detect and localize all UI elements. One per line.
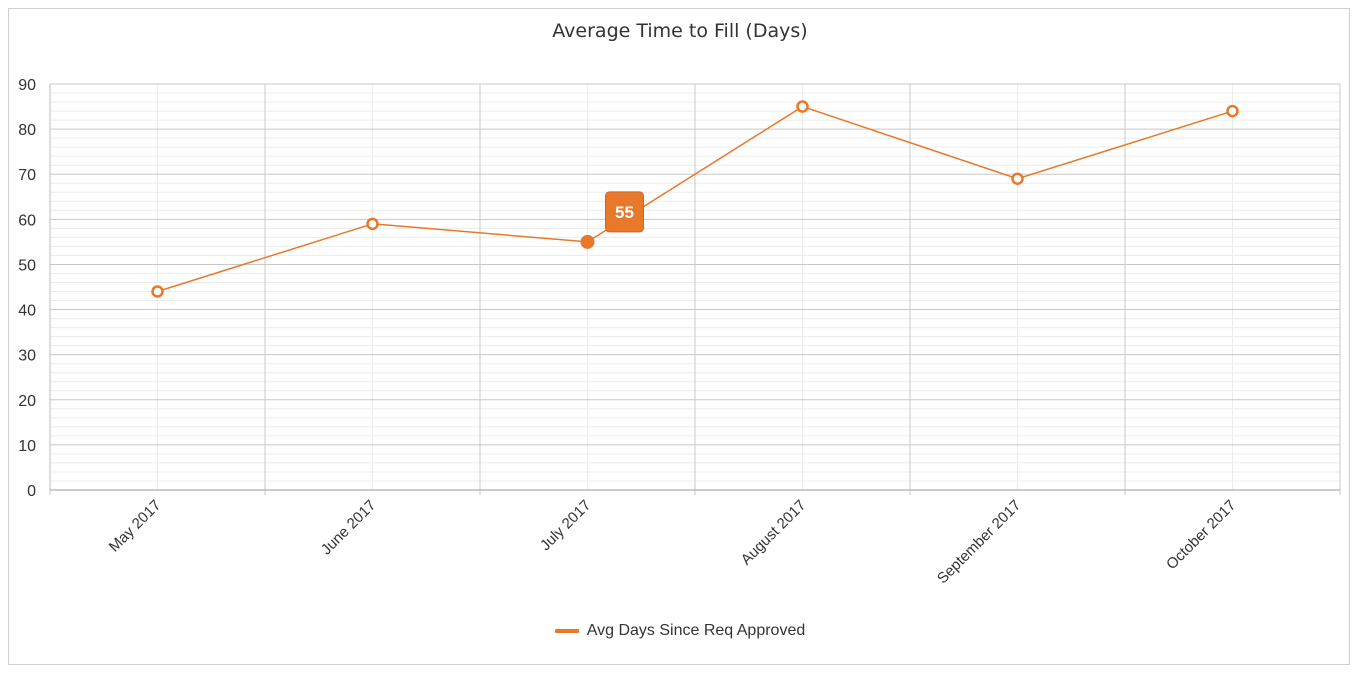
y-tick-label: 40 [18,303,36,320]
y-tick-label: 90 [18,77,36,94]
tooltip-box [605,191,644,233]
data-point [151,285,164,298]
grid [49,83,1341,495]
x-tick-label: August 2017 [738,497,810,569]
value-tooltip: 55 [605,191,644,233]
data-point [1011,172,1024,185]
x-tick-label: July 2017 [537,497,594,554]
legend: Avg Days Since Req Approved [0,620,1360,640]
y-tick-label: 20 [18,393,36,410]
axes [49,84,1340,491]
y-tick-label: 70 [18,167,36,184]
y-axis-ticks: 0 10 20 30 40 50 60 70 80 90 [18,77,36,500]
data-point [796,100,809,113]
y-tick-label: 30 [18,348,36,365]
data-point [1226,104,1239,118]
x-tick-label: May 2017 [106,497,165,556]
tooltip-value: 55 [615,203,634,222]
y-tick-label: 50 [18,257,36,274]
legend-swatch [554,629,579,633]
x-tick-label: October 2017 [1163,497,1239,573]
legend-item[interactable]: Avg Days Since Req Approved [554,622,806,640]
y-tick-label: 60 [18,212,36,229]
x-tick-label: September 2017 [934,497,1024,587]
data-point [366,217,379,231]
y-tick-label: 10 [18,438,36,455]
series-group [151,100,1239,298]
y-tick-label: 0 [27,483,36,500]
data-point-highlighted [580,234,595,249]
x-axis-ticks: May 2017 June 2017 July 2017 August 2017 Sep… [106,497,1240,587]
x-tick-label: June 2017 [318,497,380,559]
y-tick-label: 80 [18,122,36,139]
legend-label: Avg Days Since Req Approved [586,622,806,639]
series-line [157,105,1233,293]
chart-title: Average Time to Fill (Days) [552,20,808,42]
